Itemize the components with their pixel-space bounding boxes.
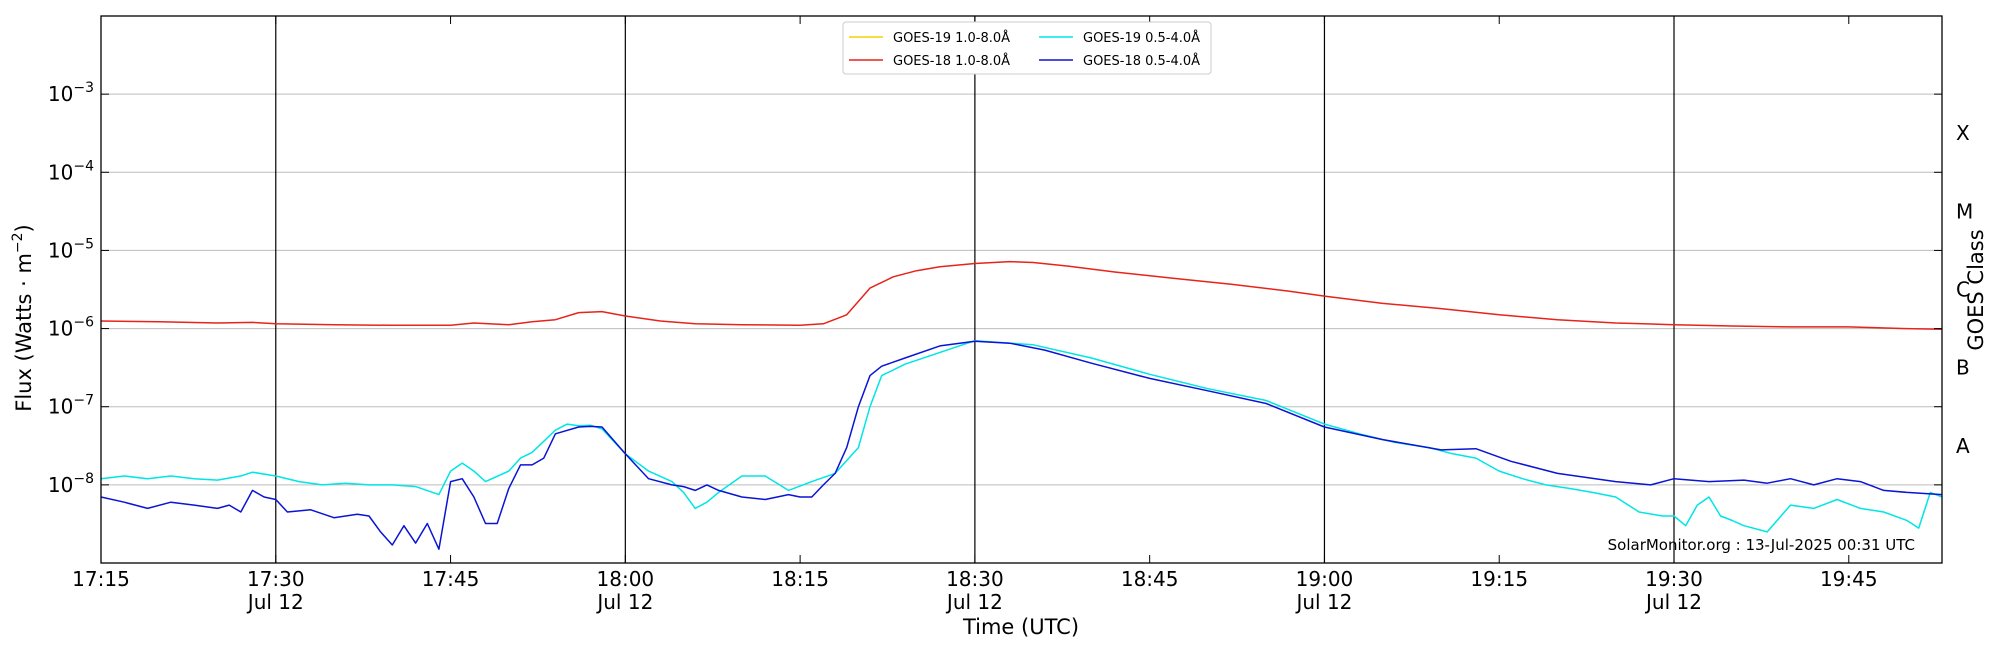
goes-class-a: A (1956, 434, 1970, 458)
y-axis-title-exp: −2 (10, 232, 26, 253)
goes-class-m: M (1956, 199, 1973, 223)
x-tick-label-1: 17:30 (247, 567, 305, 591)
legend-box (842, 21, 1212, 75)
x-axis-title: Time (UTC) (962, 615, 1079, 639)
legend-label-0: GOES-19 1.0-8.0Å (893, 30, 1010, 46)
x-tick-label-5: 18:30 (946, 567, 1004, 591)
x-tick-label-6: 18:45 (1121, 567, 1179, 591)
x-tick-label-10: 19:45 (1820, 567, 1878, 591)
y-tick-base-0: 10 (48, 473, 73, 497)
legend: GOES-19 1.0-8.0Å GOES-19 0.5-4.0Å GOES-18 … (842, 21, 1212, 75)
y-tick-label-2: 10−6 (48, 315, 94, 341)
y-tick-label-3: 10−5 (48, 236, 94, 262)
x-tick-label-2: 17:45 (422, 567, 480, 591)
x-tick-sublabel-5: Jul 12 (945, 590, 1003, 614)
x-tick-sublabel-1: Jul 12 (246, 590, 304, 614)
series-line-1 (100, 260, 1943, 331)
x-tick-label-3: 18:00 (597, 567, 655, 591)
x-tick-sublabel-9: Jul 12 (1644, 590, 1702, 614)
series-line-3 (100, 340, 1943, 550)
y-tick-label-0: 10−8 (48, 471, 94, 497)
right-axis-title: GOES Class (1964, 229, 1988, 350)
y-axis-title: Flux (Watts · m−2) (10, 224, 36, 412)
series-line-2 (100, 339, 1943, 533)
y-tick-exp-1: −7 (73, 393, 94, 409)
y-ticks: 10−810−710−610−510−410−3 (48, 80, 1942, 497)
goes-class-x: X (1956, 121, 1970, 145)
y-tick-exp-0: −8 (73, 471, 94, 487)
x-tick-label-4: 18:15 (771, 567, 829, 591)
y-tick-base-4: 10 (48, 160, 73, 184)
y-tick-base-1: 10 (48, 395, 73, 419)
plot-frame (100, 15, 1943, 564)
x-tick-label-9: 19:30 (1645, 567, 1703, 591)
goes-class-labels: A B C M X (1956, 121, 1973, 458)
x-tick-label-0: 17:15 (72, 567, 130, 591)
y-tick-exp-5: −3 (73, 80, 94, 96)
y-tick-label-4: 10−4 (48, 158, 94, 184)
y-axis-title-close: ) (12, 224, 36, 232)
x-tick-label-8: 19:15 (1470, 567, 1528, 591)
y-axis-title-main: Flux (Watts · m (12, 253, 36, 412)
y-tick-label-5: 10−3 (48, 80, 94, 106)
x-tick-label-7: 19:00 (1296, 567, 1354, 591)
goes-class-c: C (1956, 278, 1970, 302)
grid (101, 93, 1942, 486)
legend-label-3: GOES-18 0.5-4.0Å (1083, 53, 1200, 69)
goes-class-b: B (1956, 356, 1970, 380)
y-tick-base-2: 10 (48, 317, 73, 341)
legend-label-2: GOES-19 0.5-4.0Å (1083, 30, 1200, 46)
credit-text: SolarMonitor.org : 13-Jul-2025 00:31 UTC (1608, 536, 1915, 554)
y-tick-exp-4: −4 (73, 158, 94, 174)
y-tick-label-1: 10−7 (48, 393, 94, 419)
axes (100, 15, 1943, 564)
y-tick-exp-3: −5 (73, 236, 94, 252)
x-tick-sublabel-7: Jul 12 (1294, 590, 1352, 614)
y-tick-exp-2: −6 (73, 315, 94, 331)
legend-label-1: GOES-18 1.0-8.0Å (893, 53, 1010, 69)
y-tick-base-3: 10 (48, 238, 73, 262)
y-tick-base-5: 10 (48, 82, 73, 106)
x-tick-sublabel-3: Jul 12 (595, 590, 653, 614)
series-lines (100, 260, 1943, 550)
day-vertical-lines (275, 16, 1675, 563)
